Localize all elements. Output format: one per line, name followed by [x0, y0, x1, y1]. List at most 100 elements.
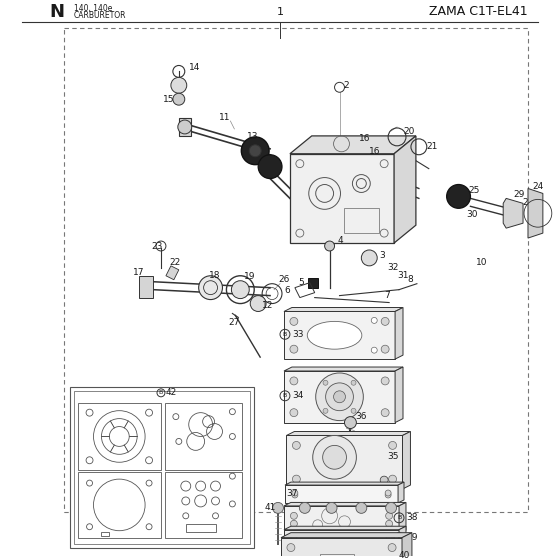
- Text: 20: 20: [403, 128, 414, 137]
- Circle shape: [344, 417, 356, 428]
- Circle shape: [292, 490, 298, 496]
- Polygon shape: [402, 533, 412, 560]
- Polygon shape: [284, 526, 406, 530]
- Bar: [78, 403, 161, 470]
- Text: 1: 1: [277, 7, 283, 17]
- Text: 7: 7: [384, 291, 390, 300]
- Text: 29: 29: [513, 190, 525, 199]
- Circle shape: [386, 502, 396, 514]
- Text: 31: 31: [397, 271, 409, 280]
- Circle shape: [178, 120, 192, 134]
- Bar: [78, 472, 161, 538]
- Circle shape: [292, 492, 298, 498]
- Text: 41: 41: [264, 503, 276, 512]
- Circle shape: [250, 296, 266, 311]
- Text: 5: 5: [298, 278, 304, 287]
- Text: 4: 4: [338, 236, 343, 245]
- Polygon shape: [287, 436, 403, 489]
- Bar: [69, 387, 254, 548]
- Polygon shape: [290, 154, 394, 243]
- Bar: [165, 403, 242, 470]
- Circle shape: [241, 137, 269, 165]
- Circle shape: [371, 347, 377, 353]
- Circle shape: [291, 536, 297, 543]
- Polygon shape: [290, 136, 416, 154]
- Text: 13: 13: [248, 132, 259, 141]
- Circle shape: [292, 475, 300, 483]
- Polygon shape: [394, 136, 416, 243]
- Circle shape: [171, 77, 186, 94]
- Text: B: B: [283, 393, 287, 398]
- Text: 2: 2: [343, 81, 349, 90]
- Circle shape: [447, 184, 470, 208]
- Circle shape: [292, 441, 300, 449]
- Bar: [344, 208, 379, 233]
- Circle shape: [291, 535, 297, 540]
- Text: 24: 24: [533, 182, 544, 191]
- Text: 17: 17: [133, 268, 144, 277]
- Polygon shape: [284, 367, 403, 371]
- Text: 23: 23: [151, 241, 162, 250]
- Polygon shape: [287, 432, 410, 436]
- Text: 30: 30: [466, 210, 478, 219]
- Polygon shape: [403, 432, 410, 489]
- Polygon shape: [395, 367, 403, 423]
- Circle shape: [290, 318, 298, 325]
- Circle shape: [385, 492, 391, 498]
- Circle shape: [307, 309, 321, 323]
- Bar: [320, 553, 354, 560]
- Text: 28: 28: [522, 198, 534, 207]
- Text: B: B: [159, 390, 163, 395]
- Polygon shape: [284, 311, 395, 359]
- Bar: [64, 28, 528, 512]
- Text: 10: 10: [477, 258, 488, 267]
- Circle shape: [325, 383, 353, 410]
- Circle shape: [290, 377, 298, 385]
- Circle shape: [300, 502, 310, 514]
- Polygon shape: [398, 482, 404, 503]
- Circle shape: [231, 281, 249, 298]
- Circle shape: [386, 535, 392, 540]
- Circle shape: [356, 502, 367, 514]
- Circle shape: [371, 318, 377, 323]
- Circle shape: [325, 241, 334, 251]
- Polygon shape: [284, 502, 406, 506]
- Circle shape: [323, 380, 328, 385]
- Polygon shape: [285, 482, 404, 485]
- Text: 40: 40: [399, 551, 410, 560]
- Polygon shape: [528, 189, 543, 238]
- Circle shape: [381, 345, 389, 353]
- Polygon shape: [166, 266, 179, 280]
- Text: 39: 39: [406, 533, 417, 542]
- Circle shape: [249, 145, 261, 157]
- Circle shape: [381, 377, 389, 385]
- Text: 11: 11: [218, 113, 230, 122]
- Text: N: N: [49, 3, 64, 21]
- Polygon shape: [284, 506, 399, 534]
- Bar: [165, 472, 242, 538]
- Circle shape: [326, 502, 337, 514]
- Polygon shape: [284, 530, 399, 548]
- Text: 9: 9: [304, 309, 310, 318]
- Text: B: B: [283, 332, 287, 337]
- Text: 14: 14: [189, 63, 200, 72]
- Circle shape: [386, 520, 393, 527]
- Circle shape: [351, 408, 356, 413]
- Text: 6: 6: [284, 286, 290, 295]
- Text: 36: 36: [356, 412, 367, 421]
- Circle shape: [316, 373, 363, 421]
- Text: 12: 12: [262, 301, 273, 310]
- Polygon shape: [284, 371, 395, 423]
- Text: CARBURETOR: CARBURETOR: [74, 11, 126, 20]
- Circle shape: [389, 475, 396, 483]
- Circle shape: [291, 520, 297, 527]
- Text: 26: 26: [278, 275, 290, 284]
- Circle shape: [290, 345, 298, 353]
- Circle shape: [323, 445, 347, 469]
- Text: B: B: [397, 535, 401, 540]
- Polygon shape: [281, 533, 412, 538]
- Polygon shape: [503, 198, 523, 228]
- Polygon shape: [399, 526, 406, 548]
- Text: 34: 34: [292, 391, 304, 400]
- Circle shape: [273, 502, 283, 514]
